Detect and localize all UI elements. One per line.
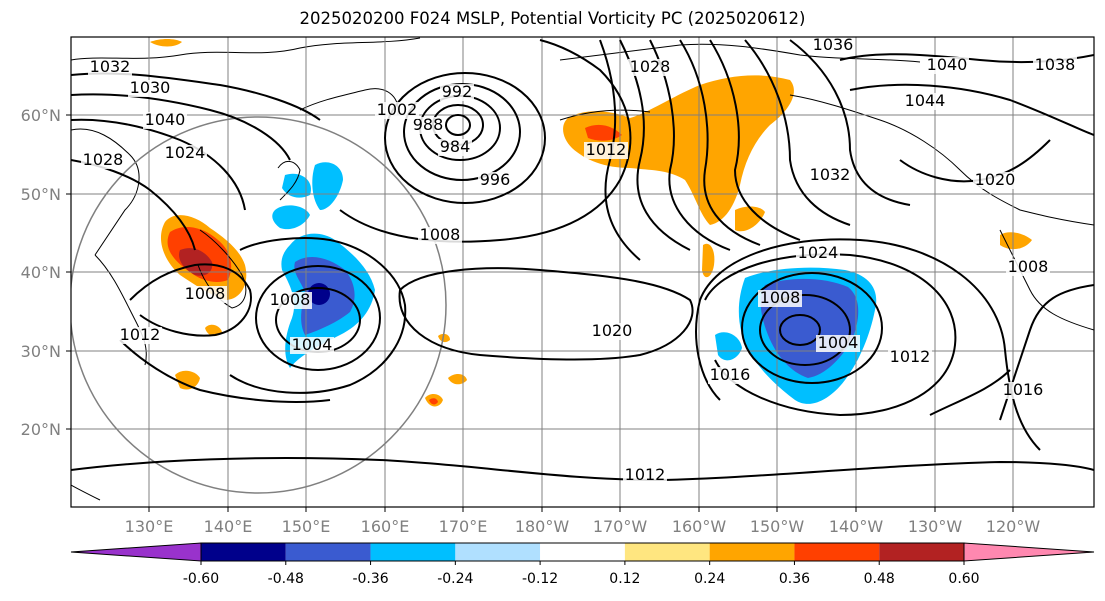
colorbar-label: 0.60 <box>948 571 979 587</box>
lat-tick-label: 40°N <box>21 263 61 282</box>
isobar-label: 1032 <box>90 57 131 76</box>
colorbar-label: 0.36 <box>779 571 810 587</box>
colorbar-swatch <box>540 543 625 561</box>
colorbar: -0.60 -0.48 -0.36 -0.24 -0.12 0.12 0.24 0.36 0.4… <box>71 543 1094 587</box>
colorbar-extend-low <box>71 543 201 561</box>
longitude-tick-labels: 130°E 140°E 150°E 160°E 170°E 180°W 170°W 160°W… <box>125 507 1041 536</box>
isobar-label: 984 <box>440 137 471 156</box>
isobar-label: 1008 <box>760 288 801 307</box>
isobar-label: 1038 <box>1035 55 1076 74</box>
isobar-label: 1004 <box>818 333 859 352</box>
isobar-label: 1036 <box>813 35 854 54</box>
lon-tick-label: 160°W <box>672 517 727 536</box>
colorbar-label: -0.24 <box>437 571 473 587</box>
isobar-label: 1008 <box>420 225 461 244</box>
colorbar-swatch <box>710 543 795 561</box>
lon-tick-label: 150°W <box>750 517 805 536</box>
colorbar-swatch <box>286 543 371 561</box>
isobar-label: 1032 <box>810 165 851 184</box>
colorbar-swatch <box>201 543 286 561</box>
isobar-label: 1008 <box>1008 257 1049 276</box>
lon-tick-label: 140°W <box>829 517 884 536</box>
isobar-label: 1040 <box>927 55 968 74</box>
colorbar-swatch <box>455 543 540 561</box>
lon-tick-label: 150°E <box>282 517 331 536</box>
isobar-label: 1024 <box>798 243 839 262</box>
colorbar-swatch <box>879 543 964 561</box>
colorbar-extend-high <box>964 543 1094 561</box>
lon-tick-label: 170°E <box>439 517 488 536</box>
lat-tick-label: 30°N <box>21 342 61 361</box>
lon-tick-label: 140°E <box>204 517 253 536</box>
isobar-label: 1012 <box>890 347 931 366</box>
colorbar-label: -0.48 <box>268 571 304 587</box>
lon-tick-label: 130°E <box>125 517 174 536</box>
isobar-label: 1016 <box>1003 380 1044 399</box>
isobar-label: 1012 <box>586 140 627 159</box>
colorbar-label: -0.36 <box>352 571 388 587</box>
isobar-label: 1008 <box>185 284 226 303</box>
colorbar-label: -0.60 <box>183 571 219 587</box>
isobar-label: 1028 <box>630 57 671 76</box>
lon-tick-label: 170°W <box>593 517 648 536</box>
isobar-label: 1028 <box>83 150 124 169</box>
isobar-label: 1030 <box>130 78 171 97</box>
colorbar-label: -0.12 <box>522 571 558 587</box>
isobar-label: 1024 <box>165 143 206 162</box>
lon-tick-label: 160°E <box>361 517 410 536</box>
isobar-label: 1002 <box>377 100 418 119</box>
isobar-label: 996 <box>480 170 511 189</box>
isobar-label: 1020 <box>975 170 1016 189</box>
isobar-label: 1016 <box>710 365 751 384</box>
isobar-label: 1004 <box>292 335 333 354</box>
colorbar-swatch <box>371 543 456 561</box>
isobar-label: 1040 <box>145 110 186 129</box>
isobar-label: 1008 <box>270 290 311 309</box>
lon-tick-label: 180°W <box>515 517 570 536</box>
isobar-label: 1044 <box>905 91 946 110</box>
colorbar-label: 0.24 <box>694 571 725 587</box>
isobar-label: 1020 <box>592 321 633 340</box>
lat-tick-label: 50°N <box>21 185 61 204</box>
lat-tick-label: 60°N <box>21 106 61 125</box>
latitude-tick-labels: 60°N 50°N 40°N 30°N 20°N <box>21 106 71 439</box>
lat-tick-label: 20°N <box>21 420 61 439</box>
colorbar-label: 0.48 <box>864 571 895 587</box>
colorbar-label: 0.12 <box>609 571 640 587</box>
lon-tick-label: 120°W <box>986 517 1041 536</box>
colorbar-swatch <box>794 543 879 561</box>
isobar-label: 1012 <box>120 325 161 344</box>
lon-tick-label: 130°W <box>908 517 963 536</box>
isobar-label: 1012 <box>625 465 666 484</box>
colorbar-swatch <box>625 543 710 561</box>
isobar-label: 992 <box>442 82 473 101</box>
